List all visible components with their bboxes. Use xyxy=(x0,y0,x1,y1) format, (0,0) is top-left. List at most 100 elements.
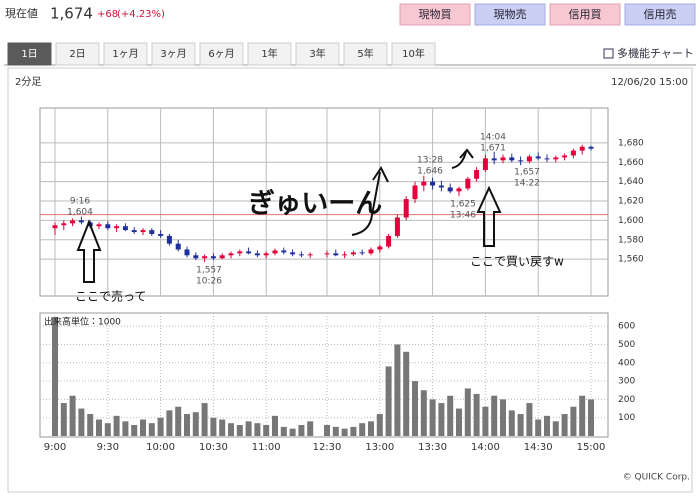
handwritten-note: ここで買い戻すw xyxy=(470,255,564,269)
volume-bar xyxy=(219,419,226,436)
volume-bar xyxy=(140,419,146,436)
volume-bar xyxy=(412,381,418,436)
candle-body xyxy=(263,253,269,256)
candle-body xyxy=(350,252,356,255)
tab-label[interactable]: 2日 xyxy=(69,49,85,60)
candle-body xyxy=(281,250,287,253)
link[interactable]: 多機能チャート xyxy=(617,46,694,60)
y-tick-label: 1,680 xyxy=(618,138,644,148)
volume-bar xyxy=(157,417,164,436)
volume-bar xyxy=(228,423,234,436)
button-label[interactable]: 信用売 xyxy=(644,7,677,21)
candle-body xyxy=(219,255,225,259)
tab[interactable] xyxy=(391,42,436,66)
volume-bar xyxy=(280,426,287,436)
tab-label[interactable]: 10年 xyxy=(402,47,425,60)
candle-body xyxy=(544,158,550,160)
tab-label[interactable]: 1ヶ月 xyxy=(112,48,138,60)
volume-bar xyxy=(500,399,506,436)
annotation: 1,646 xyxy=(417,167,443,177)
volume-bar xyxy=(482,406,489,436)
candle-body xyxy=(324,253,330,255)
tab[interactable] xyxy=(343,42,388,66)
candle-body xyxy=(131,230,137,233)
candle-body xyxy=(553,157,559,160)
x-tick-label: 10:00 xyxy=(146,442,175,453)
tab-label[interactable]: 3ヶ月 xyxy=(160,48,186,60)
volume-bar xyxy=(210,417,217,436)
volume-bar xyxy=(368,421,374,436)
button-label[interactable]: 現物売 xyxy=(494,7,527,21)
candle-body xyxy=(290,252,296,255)
tab[interactable] xyxy=(247,42,292,66)
tab[interactable] xyxy=(295,42,340,66)
candle-body xyxy=(403,199,409,218)
volume-bar xyxy=(307,421,314,436)
candle-body xyxy=(482,158,488,171)
candle-body xyxy=(307,254,313,256)
candle-body xyxy=(438,185,444,188)
x-tick-label: 14:30 xyxy=(524,442,553,453)
volume-bar xyxy=(403,351,410,436)
button-label[interactable]: 信用買 xyxy=(569,7,602,21)
x-tick-label: 14:00 xyxy=(471,442,500,453)
volume-bar xyxy=(78,408,85,436)
tab[interactable] xyxy=(199,42,244,66)
candle-body xyxy=(509,157,515,161)
price: 1,674 xyxy=(50,5,93,23)
y-tick-label: 1,640 xyxy=(618,177,644,187)
tab-label[interactable]: 1年 xyxy=(261,47,277,60)
tab[interactable] xyxy=(151,42,196,66)
button[interactable] xyxy=(549,3,621,26)
volume-bar xyxy=(552,421,559,436)
candle-body xyxy=(518,160,524,162)
candle-body xyxy=(359,252,365,254)
button[interactable] xyxy=(474,3,546,26)
volume-unit: 出来高単位：1000 xyxy=(44,316,121,328)
candle-body xyxy=(52,225,58,229)
volume-bar xyxy=(456,408,462,436)
volume-bar xyxy=(113,415,120,436)
volume-bar xyxy=(272,415,278,436)
volume-bar xyxy=(570,406,577,436)
candle-body xyxy=(96,224,102,227)
tab-label[interactable]: 1日 xyxy=(21,49,37,60)
volume-bar xyxy=(289,428,296,436)
tab[interactable] xyxy=(7,42,52,66)
tab[interactable] xyxy=(103,42,148,66)
button[interactable] xyxy=(399,3,471,26)
y-tick-label: 1,600 xyxy=(618,216,644,226)
volume-bar xyxy=(184,414,190,436)
annotation: 14:04 xyxy=(480,133,506,143)
candle-body xyxy=(202,256,208,259)
volume-bar xyxy=(148,423,155,436)
y-tick-label: 300 xyxy=(618,377,635,387)
y-tick-label: 200 xyxy=(618,395,635,405)
price-panel xyxy=(39,107,609,297)
volume-bar xyxy=(588,399,594,436)
x-tick-label: 13:00 xyxy=(365,442,394,453)
candle-body xyxy=(588,146,594,149)
volume-bar xyxy=(236,425,243,436)
candle-body xyxy=(342,254,348,256)
candle-body xyxy=(368,249,374,254)
arrow xyxy=(76,219,102,283)
tab[interactable] xyxy=(55,42,100,66)
price-label: 現在値 xyxy=(5,7,38,20)
annotation: 1,604 xyxy=(67,208,93,218)
volume-bar xyxy=(491,395,498,436)
tab-label[interactable]: 6ヶ月 xyxy=(208,48,234,60)
tab-label[interactable]: 3年 xyxy=(309,47,325,60)
volume-bar xyxy=(473,393,480,436)
volume-bar xyxy=(447,395,454,436)
volume-bar xyxy=(201,403,208,436)
tab-bar: 1日 2日 1ヶ月 3ヶ月 6ヶ月 1年 3年 5年 10年 xyxy=(7,42,436,66)
tab-label[interactable]: 5年 xyxy=(357,47,373,60)
volume-bar xyxy=(192,412,199,436)
candle-body xyxy=(175,243,181,250)
link-icon[interactable] xyxy=(603,48,614,59)
button-label[interactable]: 現物買 xyxy=(419,7,452,21)
button[interactable] xyxy=(624,3,696,26)
volume-bar xyxy=(561,414,568,436)
candle-body xyxy=(210,256,216,259)
